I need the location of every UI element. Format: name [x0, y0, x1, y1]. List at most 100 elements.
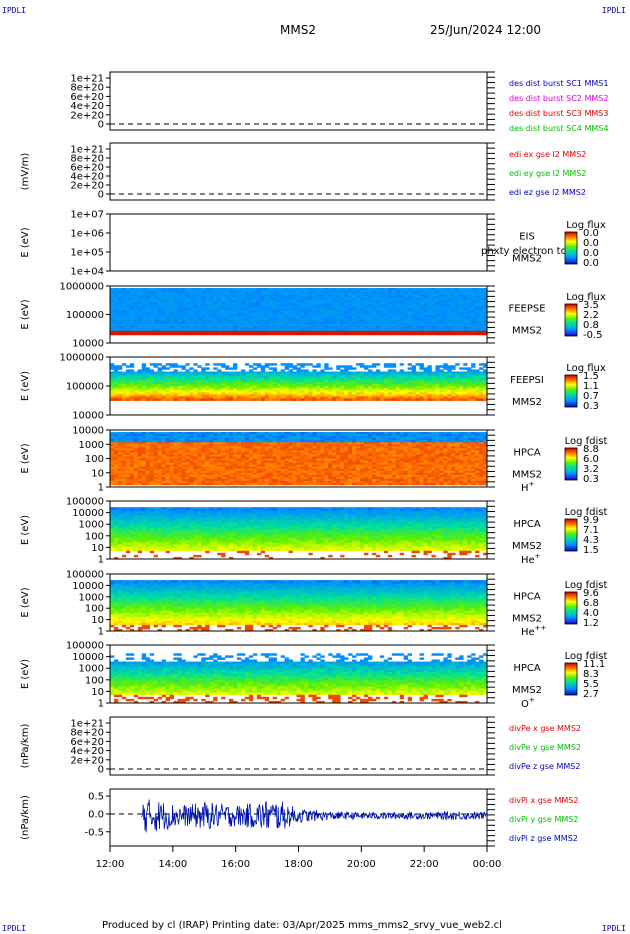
heatmap-cell	[113, 332, 119, 336]
heatmap-cell	[149, 363, 155, 366]
heatmap-cell	[177, 328, 182, 332]
heatmap-cell	[276, 320, 282, 324]
heatmap-cell	[233, 322, 238, 326]
heatmap-cell	[280, 308, 286, 311]
heatmap-cell	[225, 326, 230, 330]
heatmap-cell	[419, 312, 424, 315]
heatmap-cell	[467, 316, 472, 319]
heatmap-cell	[229, 326, 234, 330]
heatmap-cell	[240, 482, 246, 486]
heatmap-cell	[110, 312, 115, 315]
heatmap-cell	[173, 330, 178, 334]
heatmap-cell	[395, 288, 401, 291]
heatmap-cell	[324, 322, 329, 326]
heatmap-cell	[312, 392, 317, 395]
heatmap-cell	[110, 392, 115, 395]
heatmap-cell	[332, 330, 337, 334]
heatmap-cell	[371, 324, 377, 328]
heatmap-cell	[256, 390, 262, 393]
heatmap-cell	[229, 386, 234, 389]
heatmap-cell	[280, 296, 286, 299]
heatmap-cell	[157, 482, 162, 486]
heatmap-cell	[348, 296, 353, 299]
heatmap-cell	[356, 316, 361, 319]
heatmap-cell	[300, 379, 305, 383]
heatmap-cell	[213, 290, 218, 293]
heatmap-cell	[193, 296, 198, 299]
heatmap-cell	[332, 294, 337, 297]
heatmap-cell	[193, 300, 198, 303]
heatmap-cell	[256, 365, 262, 368]
heatmap-cell	[308, 312, 313, 315]
heatmap-cell	[252, 324, 258, 328]
heatmap-cell	[173, 373, 178, 377]
heatmap-cell	[173, 320, 178, 324]
heatmap-cell	[161, 482, 166, 486]
heatmap-cell	[419, 320, 424, 324]
heatmap-cell	[236, 320, 242, 324]
heatmap-cell	[177, 383, 182, 387]
heatmap-cell	[415, 302, 420, 305]
heatmap-cell	[141, 394, 147, 397]
heatmap-cell	[149, 388, 155, 391]
heatmap-cell	[252, 288, 258, 291]
heatmap-cell	[324, 292, 329, 295]
heatmap-cell	[193, 369, 198, 372]
heatmap-cell	[463, 288, 468, 291]
heatmap-cell	[161, 394, 166, 397]
heatmap-cell	[133, 308, 139, 311]
heatmap-cell	[129, 396, 135, 399]
heatmap-cell	[209, 298, 214, 301]
heatmap-cell	[121, 298, 127, 301]
heatmap-cell	[177, 322, 182, 326]
heatmap-cell	[177, 296, 182, 299]
heatmap-cell	[129, 390, 135, 393]
heatmap-cell	[113, 326, 119, 330]
heatmap-cell	[264, 332, 270, 336]
heatmap-cell	[300, 363, 305, 366]
heatmap-cell	[213, 383, 218, 387]
heatmap-cell	[336, 328, 341, 332]
heatmap-cell	[233, 314, 238, 317]
heatmap-cell	[213, 322, 218, 326]
heatmap-cell	[455, 324, 460, 328]
heatmap-cell	[304, 326, 309, 330]
heatmap-cell	[233, 330, 238, 334]
heatmap-cell	[383, 308, 389, 311]
heatmap-cell	[221, 482, 226, 486]
heatmap-cell	[439, 310, 444, 313]
heatmap-cell	[221, 396, 226, 399]
heatmap-cell	[367, 312, 373, 315]
heatmap-cell	[439, 328, 444, 332]
heatmap-cell	[121, 320, 127, 324]
heatmap-cell	[236, 292, 242, 295]
heatmap-cell	[308, 383, 313, 387]
heatmap-cell	[451, 292, 456, 295]
heatmap-cell	[225, 396, 230, 399]
heatmap-cell	[367, 302, 373, 305]
heatmap-cell	[110, 304, 115, 307]
heatmap-cell	[149, 394, 155, 397]
heatmap-cell	[233, 326, 238, 330]
heatmap-cell	[312, 365, 317, 368]
heatmap-cell	[475, 398, 480, 401]
heatmap-cell	[292, 377, 297, 381]
heatmap-cell	[161, 316, 166, 319]
heatmap-cell	[169, 296, 174, 299]
heatmap-cell	[336, 308, 341, 311]
heatmap-cell	[189, 324, 194, 328]
heatmap-cell	[320, 390, 325, 393]
heatmap-cell	[181, 308, 186, 311]
heatmap-cell	[217, 290, 222, 293]
heatmap-cell	[113, 392, 119, 395]
heatmap-cell	[240, 314, 246, 317]
heatmap-cell	[225, 386, 230, 389]
heatmap-cell	[117, 326, 123, 330]
heatmap-cell	[145, 302, 151, 305]
heatmap-cell	[383, 318, 389, 322]
heatmap-cell	[403, 326, 409, 330]
heatmap-cell	[209, 373, 214, 377]
heatmap-cell	[284, 383, 289, 387]
heatmap-cell	[352, 314, 357, 317]
heatmap-cell	[161, 375, 166, 379]
